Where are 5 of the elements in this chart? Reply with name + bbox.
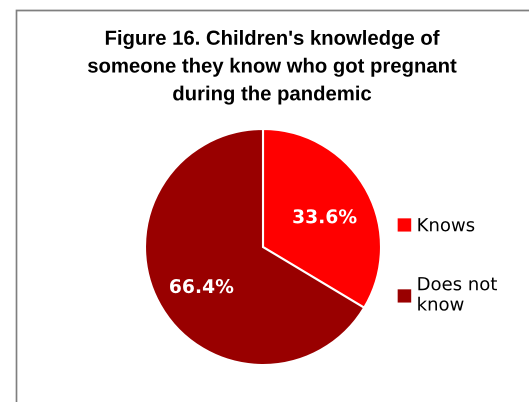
data-label: 33.6% (293, 209, 357, 224)
chart-title: Figure 16. Children's knowledge of someone they know who got pregnant during the pandemic (88, 30, 457, 105)
legend-label: Does not know (418, 277, 497, 311)
legend-label: Knows (418, 218, 474, 232)
data-label: 66.4% (170, 279, 234, 294)
